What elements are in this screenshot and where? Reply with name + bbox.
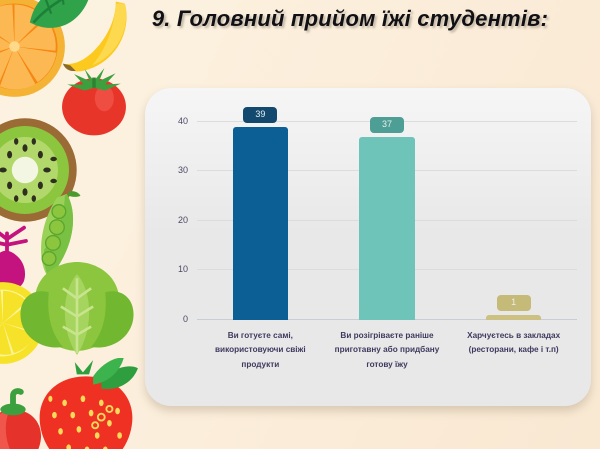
lemon-slice-icon [0,282,44,364]
x-axis-category-label: Ви готуєте самі, використовуючи свіжі прод… [215,331,306,369]
orange-slice-icon [0,0,65,97]
leaf-icon [29,0,89,28]
x-axis-category-label: Ви розігріваєте раніше приготавну або при… [334,331,440,369]
slide-title: 9. Головний прийом їжі студентів: [151,6,549,31]
beet-icon [0,225,28,291]
tomato-icon [62,68,126,136]
bar-group[interactable]: 37 Ви розігріваєте раніше приготавну або п… [335,112,439,369]
bar-group[interactable]: 39 Ви готуєте самі, використовуючи свіжі пр… [215,106,306,369]
y-axis-tick-label: 40 [177,115,188,126]
cabbage-icon [20,262,134,355]
kiwi-icon [0,118,77,222]
bar-chart-plot-area: 0 10 20 30 40 39 Ви готуєте самі, використовую… [178,106,577,369]
y-axis-tick-label: 30 [177,165,188,176]
x-axis-category-label: Харчуєтесь в закладах (ресторани, кафе і … [467,331,561,355]
bar-group[interactable]: 1 Харчуєтесь в закладах (ресторани, кафе і… [467,112,560,354]
chart-panel: 0 10 20 30 40 39 Ви готуєте самі, використовую… [145,88,591,406]
bar-series: 39 Ви готуєте самі, використовуючи свіжі пр… [197,106,577,369]
bar-value-label: 37 [369,116,404,133]
banana-icon [62,1,127,72]
bar[interactable] [486,315,542,320]
bar[interactable] [359,136,415,320]
pepper-icon [0,388,42,449]
y-axis-tick-label: 0 [182,314,188,324]
pea-pod-icon [41,191,81,279]
bar-value-label: 39 [243,106,278,123]
strawberry-icon [39,358,138,449]
bar[interactable] [232,126,288,320]
bar-value-label: 1 [496,295,531,312]
y-axis-tick-label: 20 [177,214,188,225]
y-axis-tick-label: 10 [177,264,188,275]
